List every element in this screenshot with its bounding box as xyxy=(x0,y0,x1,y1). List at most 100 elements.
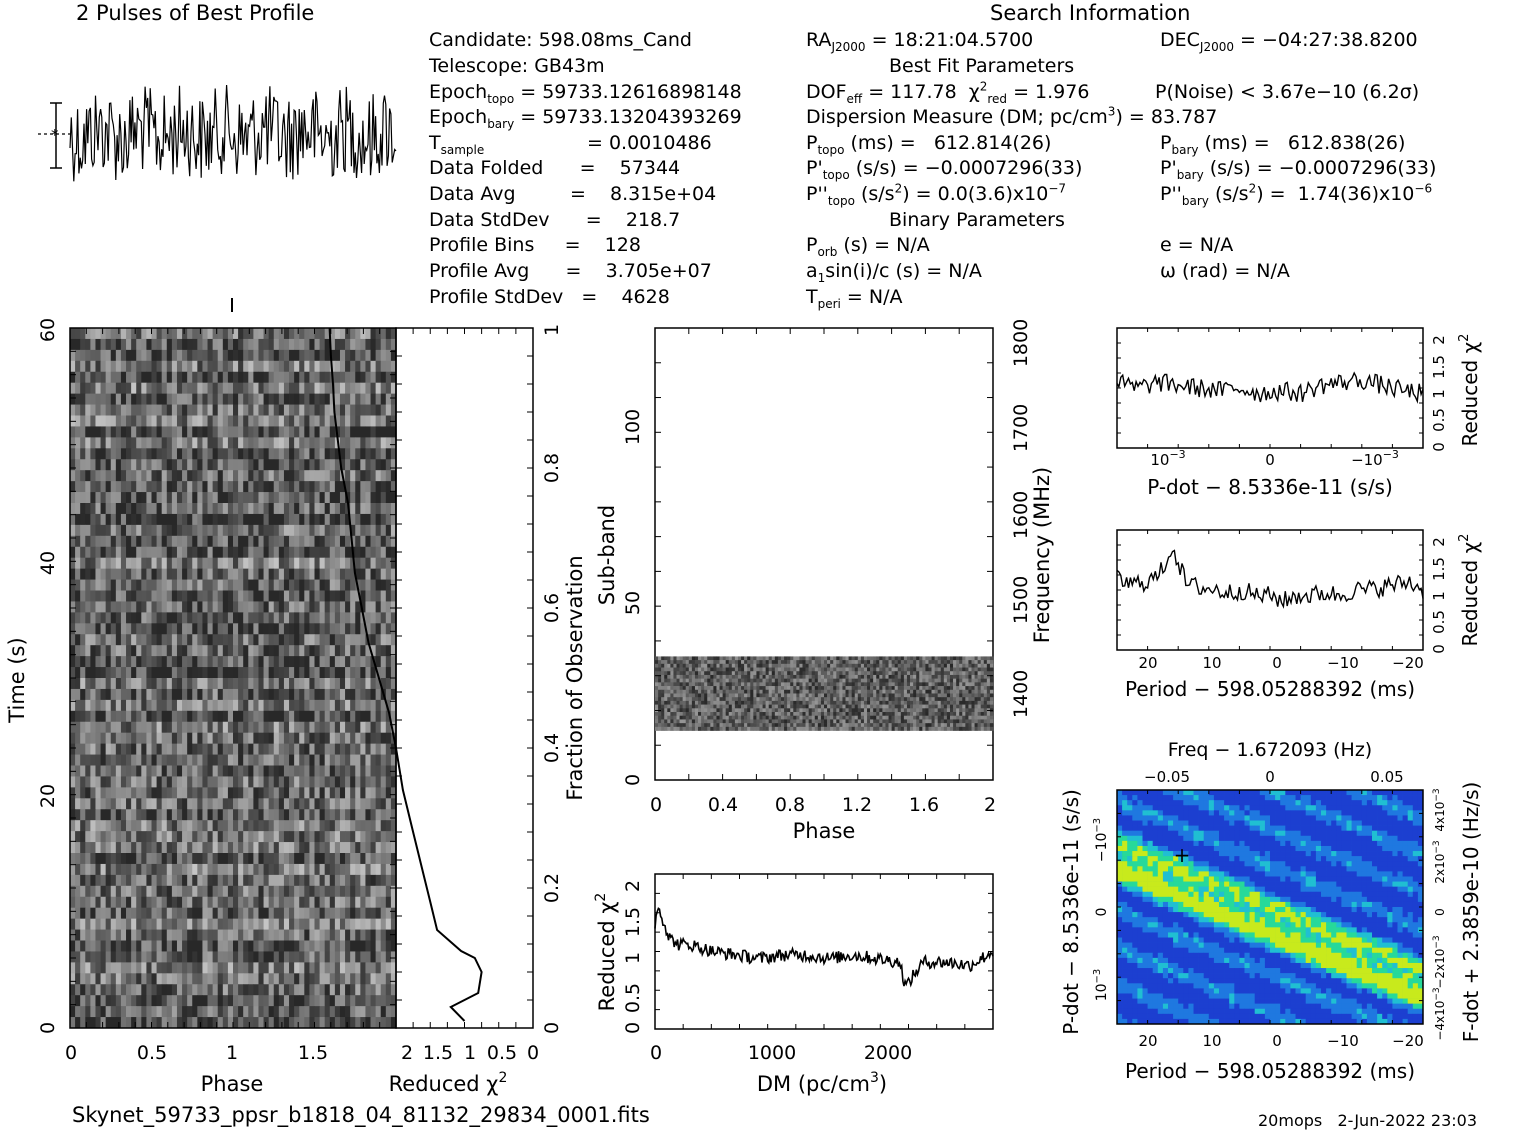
subband-cell xyxy=(940,674,945,679)
time-phase-cell xyxy=(268,732,275,745)
time-phase-cell xyxy=(222,349,229,362)
time-phase-cell xyxy=(156,1017,163,1029)
time-phase-cell xyxy=(375,874,382,887)
subband-cell xyxy=(688,682,693,687)
time-phase-cell xyxy=(273,524,280,537)
time-phase-cell xyxy=(268,568,275,580)
time-phase-cell xyxy=(355,962,361,974)
time-phase-cell xyxy=(243,448,249,460)
time-phase-cell xyxy=(380,437,387,449)
time-phase-cell xyxy=(248,743,254,755)
subband-cell xyxy=(959,678,963,683)
subband-cell xyxy=(774,671,779,676)
pdbary-line: P'bary (s/s) = −0.0007296(33) xyxy=(1160,157,1437,182)
subband-cell xyxy=(971,674,975,679)
time-phase-cell xyxy=(171,984,178,996)
time-phase-cell xyxy=(283,415,290,427)
subband-cell xyxy=(673,663,677,668)
time-phase-cell xyxy=(100,853,107,865)
time-phase-cell xyxy=(355,940,361,952)
time-phase-cell xyxy=(380,415,387,427)
time-phase-cell xyxy=(314,765,320,777)
time-phase-cell xyxy=(283,678,290,690)
time-phase-cell xyxy=(120,535,127,548)
time-phase-cell xyxy=(365,470,371,482)
time-phase-cell xyxy=(100,688,107,701)
subband-cell xyxy=(910,671,914,676)
time-phase-cell xyxy=(365,995,371,1007)
time-phase-cell xyxy=(100,393,107,405)
time-phase-cell xyxy=(253,754,259,766)
time-phase-cell xyxy=(110,765,117,777)
time-phase-cell xyxy=(360,382,366,395)
time-phase-cell xyxy=(238,732,244,745)
time-phase-cell xyxy=(151,678,157,690)
time-phase-cell xyxy=(75,481,81,493)
time-phase-cell xyxy=(248,448,254,460)
time-phase-cell xyxy=(70,535,76,548)
subband-cell xyxy=(774,660,779,665)
subband-cell xyxy=(777,663,782,668)
time-phase-cell xyxy=(217,634,224,646)
subband-cell xyxy=(756,660,760,665)
time-phase-cell xyxy=(80,787,86,799)
time-phase-cell xyxy=(197,973,203,985)
time-phase-cell xyxy=(126,1017,132,1029)
pddtopo-value: ) = 0.0(3.6)x10 xyxy=(902,183,1049,205)
time-phase-cell xyxy=(370,503,377,515)
subband-cell xyxy=(811,656,816,661)
time-phase-cell xyxy=(278,656,285,668)
time-phase-cell xyxy=(176,842,183,854)
time-phase-cell xyxy=(345,667,351,679)
time-phase-cell xyxy=(90,404,96,416)
time-phase-cell xyxy=(278,503,285,515)
time-phase-cell xyxy=(304,656,310,668)
time-phase-cell xyxy=(375,645,382,657)
subband-cell xyxy=(707,674,711,679)
time-phase-cell xyxy=(105,437,112,449)
time-phase-cell xyxy=(360,688,366,701)
time-phase-cell xyxy=(187,678,193,690)
time-phase-cell xyxy=(141,1006,147,1018)
time-phase-cell xyxy=(309,623,315,635)
time-phase-cell xyxy=(90,382,96,395)
time-phase-cell xyxy=(176,557,183,570)
subband-cell xyxy=(925,656,929,661)
time-phase-cell xyxy=(283,371,290,384)
time-phase-cell xyxy=(131,656,137,668)
time-phase-cell xyxy=(309,513,315,526)
subband-cell xyxy=(974,674,978,679)
pddbary-label: (s/s xyxy=(1208,183,1249,205)
subband-cell xyxy=(719,682,723,687)
time-phase-cell xyxy=(324,885,331,898)
time-phase-cell xyxy=(258,907,264,920)
time-phase-cell xyxy=(283,743,290,755)
subband-cell xyxy=(655,671,659,676)
time-phase-cell xyxy=(141,579,147,591)
time-phase-cell xyxy=(268,382,275,395)
time-phase-cell xyxy=(212,470,219,482)
time-phase-cell xyxy=(238,721,244,734)
time-phase-cell xyxy=(355,863,361,876)
time-phase-cell xyxy=(75,765,81,777)
time-phase-cell xyxy=(222,984,229,996)
time-phase-cell xyxy=(380,470,387,482)
time-phase-cell xyxy=(233,973,239,985)
time-phase-cell xyxy=(197,448,203,460)
subband-cell xyxy=(734,678,739,683)
time-phase-cell xyxy=(294,513,300,526)
time-phase-cell xyxy=(131,754,137,766)
time-phase-cell xyxy=(370,426,377,438)
time-phase-cell xyxy=(156,1006,163,1018)
time-phase-cell xyxy=(314,863,320,876)
time-phase-cell xyxy=(278,678,285,690)
time-phase-cell xyxy=(187,634,193,646)
time-phase-cell xyxy=(202,404,208,416)
time-phase-cell xyxy=(329,535,336,548)
time-phase-cell xyxy=(105,1006,112,1018)
time-phase-cell xyxy=(171,437,178,449)
time-phase-cell xyxy=(182,973,188,985)
subband-cell xyxy=(971,667,975,672)
time-phase-cell xyxy=(380,579,387,591)
time-phase-cell xyxy=(80,820,86,832)
